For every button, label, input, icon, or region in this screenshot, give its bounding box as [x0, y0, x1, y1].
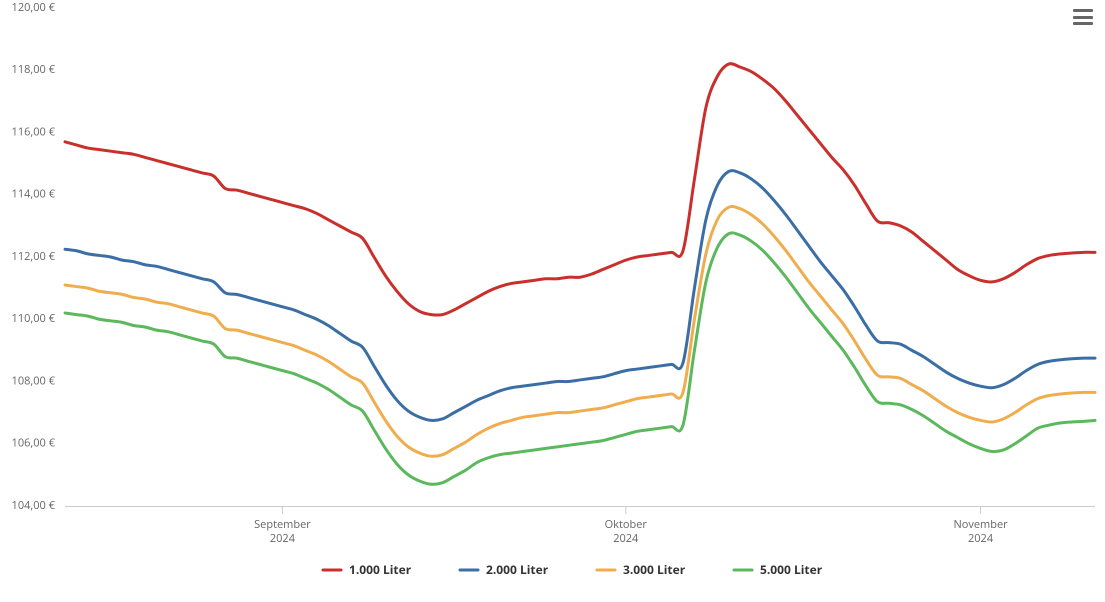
series-line — [65, 64, 1095, 315]
legend-label[interactable]: 1.000 Liter — [349, 561, 412, 578]
y-axis-tick-label: 106,00 € — [12, 436, 56, 451]
legend-label[interactable]: 2.000 Liter — [486, 561, 549, 578]
x-axis-tick-label: Oktober — [605, 517, 648, 532]
x-axis-tick-label: November — [953, 517, 1008, 532]
legend-label[interactable]: 3.000 Liter — [623, 561, 686, 578]
x-axis-tick-label: 2024 — [968, 531, 994, 546]
price-chart: 104,00 € 106,00 € 108,00 € 110,00 € 112,00 €… — [0, 0, 1105, 602]
series-line — [65, 206, 1095, 456]
y-axis-tick-label: 104,00 € — [12, 498, 56, 513]
y-axis-tick-label: 118,00 € — [12, 62, 56, 77]
series-line — [65, 233, 1095, 484]
series-line — [65, 171, 1095, 421]
y-axis-tick-label: 116,00 € — [12, 124, 56, 139]
chart-menu-icon[interactable] — [1071, 6, 1095, 28]
x-axis-tick-label: September — [254, 517, 311, 532]
legend-label[interactable]: 5.000 Liter — [760, 561, 823, 578]
y-axis-tick-label: 114,00 € — [12, 187, 56, 202]
x-axis-tick-label: 2024 — [270, 531, 296, 546]
x-axis-tick-label: 2024 — [613, 531, 639, 546]
y-axis-tick-label: 108,00 € — [12, 373, 56, 388]
chart-svg: 104,00 € 106,00 € 108,00 € 110,00 € 112,00 €… — [0, 0, 1105, 602]
y-axis-tick-label: 112,00 € — [12, 249, 56, 264]
y-axis-tick-label: 120,00 € — [12, 0, 56, 15]
y-axis-tick-label: 110,00 € — [12, 311, 56, 326]
